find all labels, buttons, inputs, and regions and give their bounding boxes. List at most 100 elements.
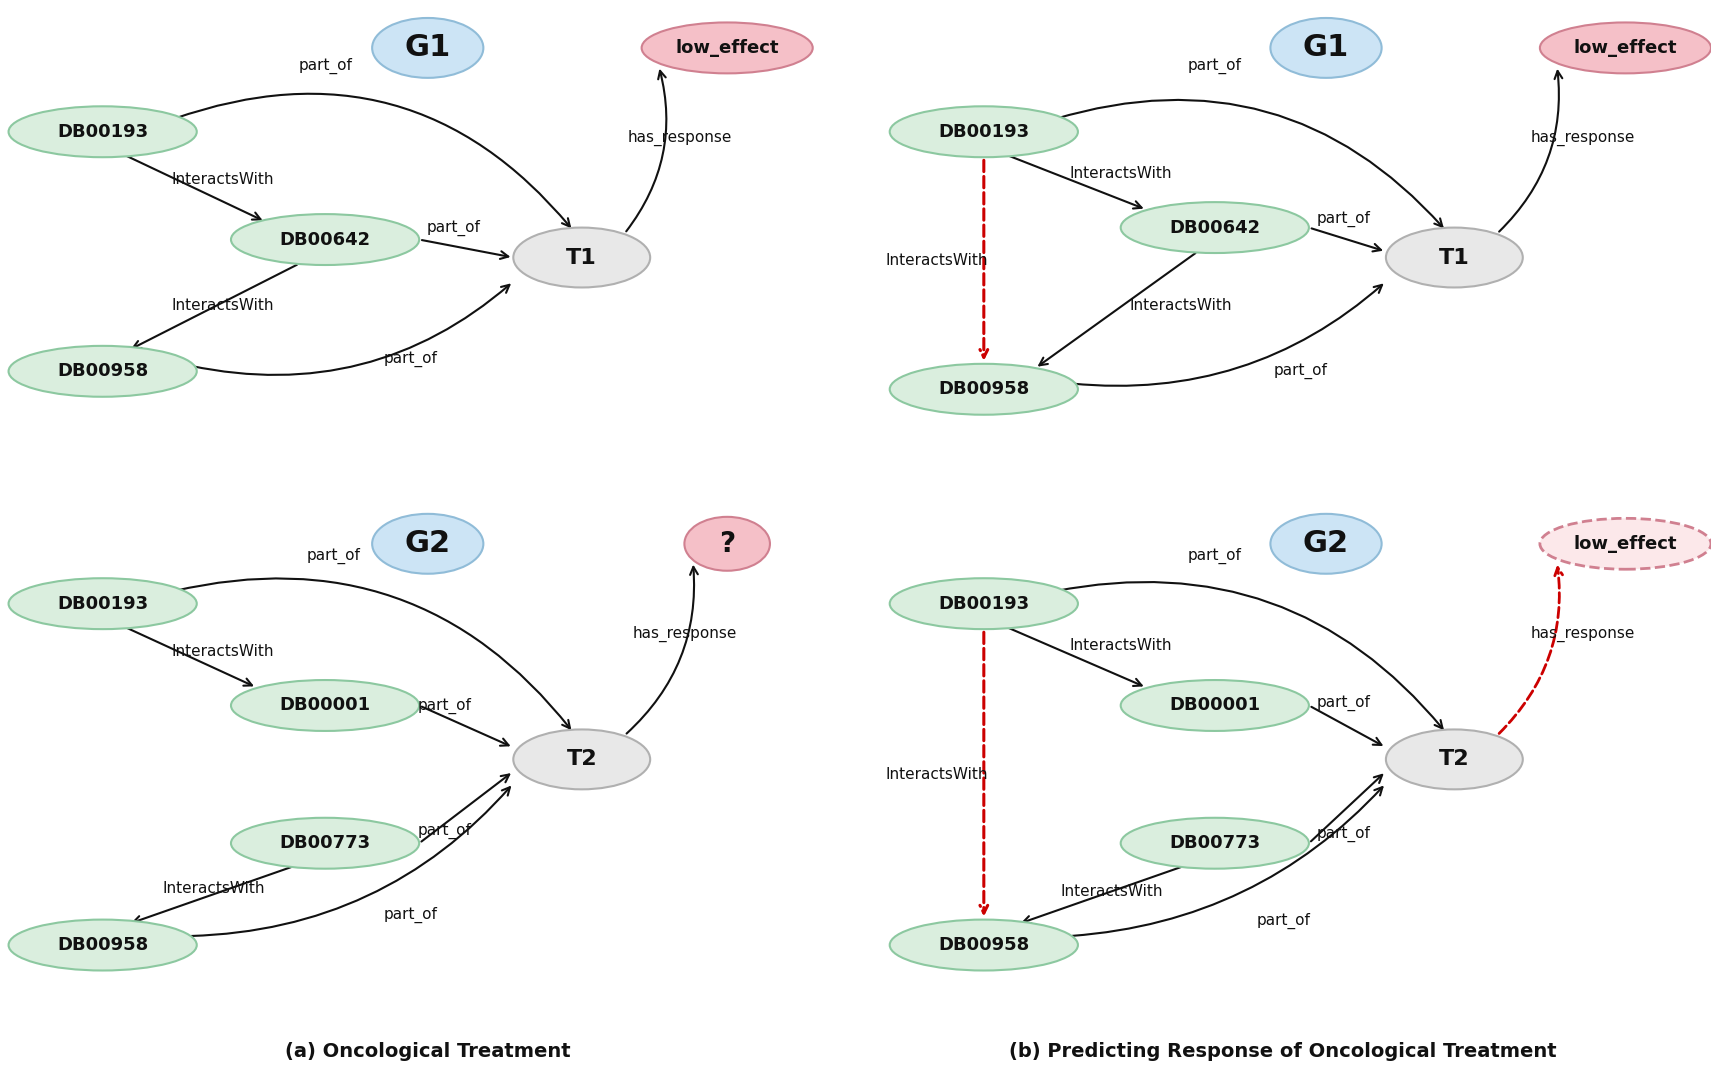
FancyArrowPatch shape — [133, 866, 296, 924]
Ellipse shape — [231, 818, 419, 869]
Text: DB00642: DB00642 — [279, 231, 371, 249]
Ellipse shape — [231, 680, 419, 731]
Text: DB00193: DB00193 — [938, 123, 1030, 141]
FancyArrowPatch shape — [421, 706, 508, 746]
Ellipse shape — [1386, 227, 1523, 288]
FancyArrowPatch shape — [421, 774, 510, 842]
Text: T1: T1 — [566, 248, 597, 267]
Text: InteractsWith: InteractsWith — [171, 298, 274, 313]
Text: part_of: part_of — [298, 58, 352, 74]
Text: DB00193: DB00193 — [938, 595, 1030, 612]
Ellipse shape — [231, 215, 419, 265]
Text: InteractsWith: InteractsWith — [171, 172, 274, 188]
Text: part_of: part_of — [1256, 913, 1311, 929]
Ellipse shape — [890, 107, 1078, 157]
Text: DB00001: DB00001 — [1169, 696, 1261, 715]
Ellipse shape — [9, 107, 197, 157]
FancyArrowPatch shape — [1039, 253, 1196, 365]
FancyArrowPatch shape — [980, 161, 987, 357]
FancyArrowPatch shape — [1499, 71, 1562, 232]
FancyArrowPatch shape — [1311, 707, 1381, 745]
Ellipse shape — [1270, 514, 1382, 573]
Text: part_of: part_of — [426, 220, 481, 236]
Ellipse shape — [642, 23, 813, 73]
Text: InteractsWith: InteractsWith — [1069, 638, 1172, 653]
Text: DB00773: DB00773 — [279, 834, 371, 853]
Text: part_of: part_of — [306, 548, 361, 564]
FancyArrowPatch shape — [1073, 285, 1382, 386]
Text: G1: G1 — [1302, 33, 1350, 63]
Ellipse shape — [373, 514, 484, 573]
Text: ?: ? — [719, 529, 736, 557]
Text: part_of: part_of — [383, 351, 438, 368]
FancyArrowPatch shape — [133, 265, 298, 348]
FancyArrowPatch shape — [980, 632, 987, 913]
Text: part_of: part_of — [1316, 826, 1371, 842]
Text: part_of: part_of — [1187, 58, 1242, 74]
Text: DB00958: DB00958 — [56, 362, 149, 381]
Text: DB00642: DB00642 — [1169, 219, 1261, 236]
Text: DB00773: DB00773 — [1169, 834, 1261, 853]
FancyArrowPatch shape — [1311, 775, 1382, 841]
Text: InteractsWith: InteractsWith — [1129, 298, 1232, 313]
Ellipse shape — [1121, 203, 1309, 253]
Ellipse shape — [1540, 519, 1711, 569]
FancyArrowPatch shape — [423, 240, 508, 259]
FancyArrowPatch shape — [121, 626, 252, 686]
Text: (b) Predicting Response of Oncological Treatment: (b) Predicting Response of Oncological T… — [1009, 1041, 1557, 1061]
FancyArrowPatch shape — [175, 579, 570, 729]
Text: DB00193: DB00193 — [56, 595, 149, 612]
Ellipse shape — [1270, 18, 1382, 78]
FancyArrowPatch shape — [1003, 625, 1141, 686]
Text: part_of: part_of — [1316, 694, 1371, 710]
Text: G2: G2 — [406, 529, 450, 558]
Text: T2: T2 — [1439, 749, 1470, 770]
Ellipse shape — [890, 364, 1078, 415]
Ellipse shape — [1121, 680, 1309, 731]
Ellipse shape — [513, 730, 650, 789]
Text: InteractsWith: InteractsWith — [1061, 884, 1163, 899]
Text: has_response: has_response — [1530, 129, 1636, 146]
Text: DB00958: DB00958 — [938, 936, 1030, 954]
Text: has_response: has_response — [1530, 625, 1636, 641]
Text: InteractsWith: InteractsWith — [886, 253, 987, 268]
FancyArrowPatch shape — [121, 154, 260, 220]
Text: low_effect: low_effect — [676, 39, 779, 57]
Text: T1: T1 — [1439, 248, 1470, 267]
Text: part_of: part_of — [1187, 548, 1242, 564]
FancyArrowPatch shape — [192, 787, 510, 936]
Text: DB00193: DB00193 — [56, 123, 149, 141]
Text: InteractsWith: InteractsWith — [171, 644, 274, 659]
Text: DB00958: DB00958 — [938, 381, 1030, 398]
Text: T2: T2 — [566, 749, 597, 770]
FancyArrowPatch shape — [1056, 100, 1442, 226]
FancyArrowPatch shape — [1312, 229, 1381, 251]
Ellipse shape — [1386, 730, 1523, 789]
Text: part_of: part_of — [383, 907, 438, 923]
Text: part_of: part_of — [417, 824, 472, 840]
Text: InteractsWith: InteractsWith — [1069, 166, 1172, 181]
Ellipse shape — [373, 18, 484, 78]
Ellipse shape — [1121, 818, 1309, 869]
FancyArrowPatch shape — [1073, 787, 1382, 936]
FancyArrowPatch shape — [192, 285, 510, 375]
Ellipse shape — [1540, 23, 1711, 73]
Ellipse shape — [890, 920, 1078, 970]
FancyArrowPatch shape — [1004, 154, 1141, 208]
Text: part_of: part_of — [1316, 210, 1371, 226]
FancyArrowPatch shape — [175, 94, 570, 226]
Text: has_response: has_response — [628, 129, 732, 146]
Text: InteractsWith: InteractsWith — [886, 766, 987, 782]
Text: has_response: has_response — [631, 625, 737, 641]
Text: low_effect: low_effect — [1574, 39, 1677, 57]
Text: (a) Oncological Treatment: (a) Oncological Treatment — [286, 1041, 570, 1061]
Ellipse shape — [9, 578, 197, 630]
Text: InteractsWith: InteractsWith — [163, 881, 265, 896]
Text: DB00958: DB00958 — [56, 936, 149, 954]
FancyArrowPatch shape — [626, 71, 666, 232]
Text: G2: G2 — [1304, 529, 1348, 558]
Text: low_effect: low_effect — [1574, 535, 1677, 553]
Text: DB00001: DB00001 — [279, 696, 371, 715]
FancyArrowPatch shape — [1499, 568, 1562, 733]
Ellipse shape — [890, 578, 1078, 630]
